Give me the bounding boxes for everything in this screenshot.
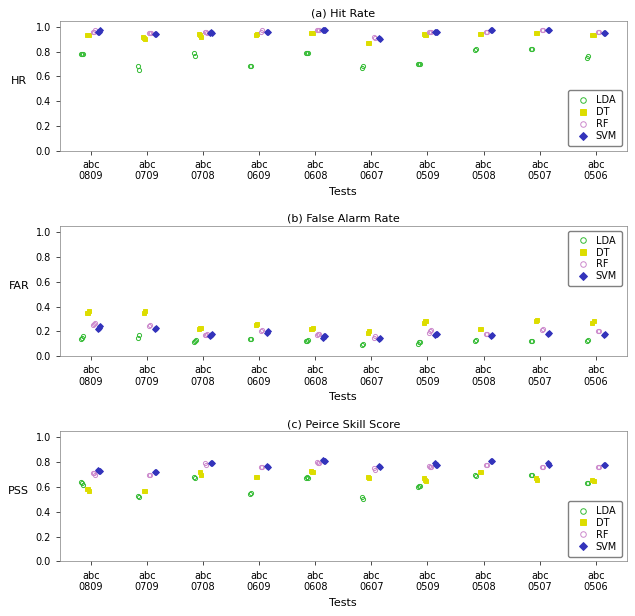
X-axis label: Tests: Tests — [330, 598, 357, 607]
X-axis label: Tests: Tests — [330, 187, 357, 197]
Title: (a) Hit Rate: (a) Hit Rate — [311, 9, 375, 18]
Legend: LDA, DT, RF, SVM: LDA, DT, RF, SVM — [568, 91, 622, 146]
Y-axis label: PSS: PSS — [8, 486, 29, 496]
Y-axis label: HR: HR — [11, 76, 27, 86]
Title: (b) False Alarm Rate: (b) False Alarm Rate — [287, 214, 399, 224]
X-axis label: Tests: Tests — [330, 392, 357, 402]
Y-axis label: FAR: FAR — [8, 281, 29, 291]
Legend: LDA, DT, RF, SVM: LDA, DT, RF, SVM — [568, 231, 622, 286]
Title: (c) Peirce Skill Score: (c) Peirce Skill Score — [286, 419, 400, 429]
Legend: LDA, DT, RF, SVM: LDA, DT, RF, SVM — [568, 501, 622, 557]
